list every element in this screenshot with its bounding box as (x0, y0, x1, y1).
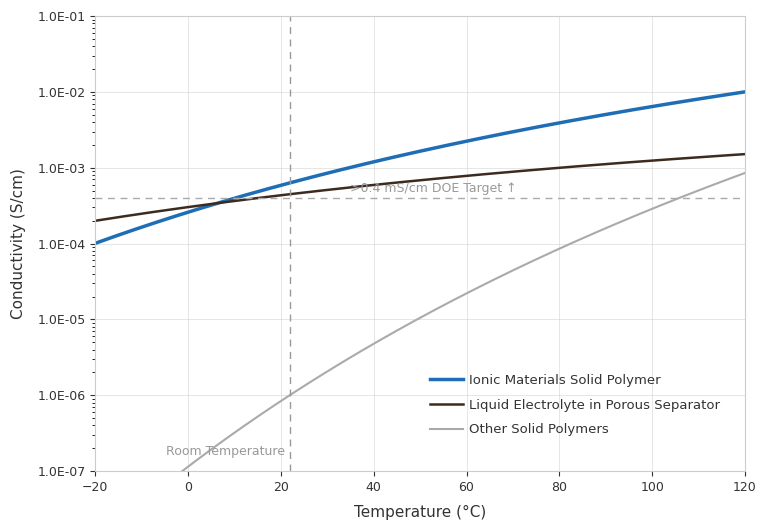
Ionic Materials Solid Polymer (725, 91, 734, 97)
Ionic Materials Solid Polymer (623, 107, 632, 114)
Other Solid Polymers (740, 170, 750, 176)
Line: Other Solid Polymers: Other Solid Polymers (95, 173, 745, 531)
Ionic Materials Solid Polymer (399, 152, 409, 158)
Text: >0.4 mS/cm DOE Target ↑: >0.4 mS/cm DOE Target ↑ (350, 182, 517, 195)
Liquid Electrolyte in Porous Separator (623, 159, 632, 166)
Other Solid Polymers (478, 282, 487, 289)
Y-axis label: Conductivity (S/cm): Conductivity (S/cm) (11, 168, 26, 319)
Ionic Materials Solid Polymer (442, 142, 452, 149)
Other Solid Polymers (399, 323, 409, 330)
Other Solid Polymers (725, 176, 734, 182)
Ionic Materials Solid Polymer (91, 240, 100, 246)
Liquid Electrolyte in Porous Separator (442, 175, 452, 181)
Ionic Materials Solid Polymer (403, 151, 412, 157)
Other Solid Polymers (403, 321, 412, 328)
Liquid Electrolyte in Porous Separator (91, 218, 100, 224)
Line: Ionic Materials Solid Polymer: Ionic Materials Solid Polymer (95, 92, 745, 243)
Line: Liquid Electrolyte in Porous Separator: Liquid Electrolyte in Porous Separator (95, 154, 745, 221)
Liquid Electrolyte in Porous Separator (399, 178, 409, 185)
Ionic Materials Solid Polymer (478, 135, 487, 141)
Legend: Ionic Materials Solid Polymer, Liquid Electrolyte in Porous Separator, Other Sol: Ionic Materials Solid Polymer, Liquid El… (424, 369, 726, 442)
Liquid Electrolyte in Porous Separator (478, 171, 487, 177)
Ionic Materials Solid Polymer (740, 89, 750, 95)
Liquid Electrolyte in Porous Separator (403, 178, 412, 185)
Liquid Electrolyte in Porous Separator (725, 152, 734, 158)
Liquid Electrolyte in Porous Separator (740, 151, 750, 157)
Text: Room Temperature: Room Temperature (167, 444, 286, 458)
X-axis label: Temperature (°C): Temperature (°C) (354, 505, 486, 520)
Other Solid Polymers (623, 216, 632, 222)
Other Solid Polymers (442, 301, 452, 307)
